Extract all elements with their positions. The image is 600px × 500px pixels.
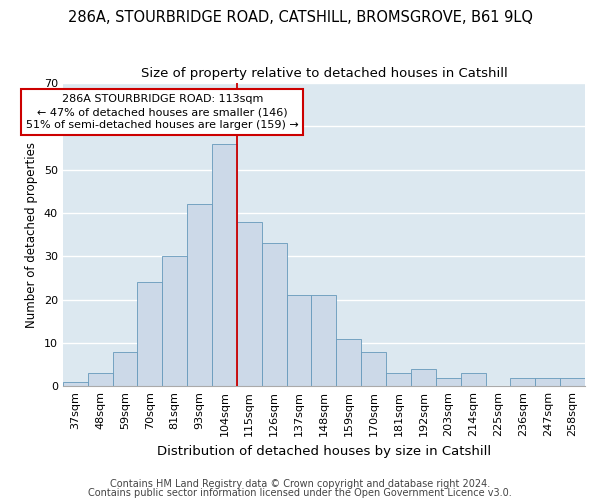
Bar [560,378,585,386]
Bar [162,256,187,386]
Bar [386,373,411,386]
Bar [137,282,162,386]
Bar [63,382,88,386]
Bar [262,244,287,386]
Bar [361,352,386,386]
Bar [88,373,113,386]
Bar [411,369,436,386]
Text: 286A STOURBRIDGE ROAD: 113sqm
← 47% of detached houses are smaller (146)
51% of : 286A STOURBRIDGE ROAD: 113sqm ← 47% of d… [26,94,299,130]
Text: 286A, STOURBRIDGE ROAD, CATSHILL, BROMSGROVE, B61 9LQ: 286A, STOURBRIDGE ROAD, CATSHILL, BROMSG… [67,10,533,25]
Text: Contains public sector information licensed under the Open Government Licence v3: Contains public sector information licen… [88,488,512,498]
Bar [287,295,311,386]
Text: Contains HM Land Registry data © Crown copyright and database right 2024.: Contains HM Land Registry data © Crown c… [110,479,490,489]
Bar [113,352,137,386]
Bar [436,378,461,386]
Bar [187,204,212,386]
Bar [461,373,485,386]
Title: Size of property relative to detached houses in Catshill: Size of property relative to detached ho… [140,68,507,80]
Bar [212,144,237,386]
Bar [511,378,535,386]
Bar [311,295,337,386]
Bar [337,338,361,386]
Y-axis label: Number of detached properties: Number of detached properties [25,142,38,328]
Bar [535,378,560,386]
Bar [237,222,262,386]
X-axis label: Distribution of detached houses by size in Catshill: Distribution of detached houses by size … [157,444,491,458]
